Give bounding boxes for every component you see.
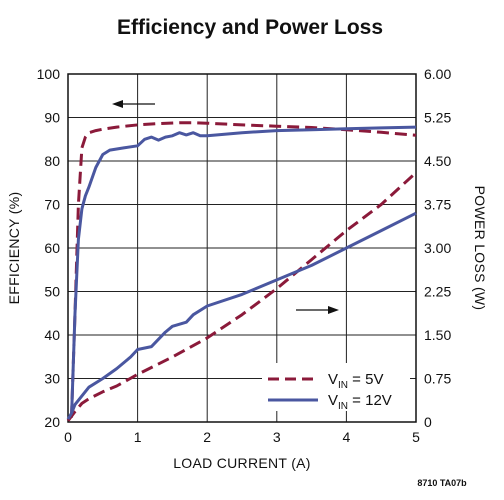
plot-frame xyxy=(67,73,417,423)
y-left-tick-label: 30 xyxy=(44,371,60,387)
y-right-tick-label: 0 xyxy=(424,414,432,430)
y-right-tick-label: 6.00 xyxy=(424,66,451,82)
x-tick-label: 2 xyxy=(203,429,211,445)
y-left-tick-label: 80 xyxy=(44,153,60,169)
y-left-tick-label: 100 xyxy=(37,66,61,82)
y-left-tick-label: 60 xyxy=(44,240,60,256)
power-loss-series-line-5v xyxy=(66,171,418,422)
power-loss-series-line-12v xyxy=(66,211,417,420)
x-tick-label: 1 xyxy=(134,429,142,445)
legend-entry-12v: VIN = 12V xyxy=(328,392,392,412)
chart-title: Efficiency and Power Loss xyxy=(117,16,383,39)
legend: VIN = 5V VIN = 12V xyxy=(262,363,410,412)
y-left-tick-label: 20 xyxy=(44,414,60,430)
y-right-tick-label: 1.50 xyxy=(424,327,451,343)
y-right-tick-label: 4.50 xyxy=(424,153,451,169)
y-axis-left-label: EFFICIENCY (%) xyxy=(6,192,22,305)
y-axis-right-label: POWER LOSS (W) xyxy=(472,186,488,311)
y-left-tick-label: 40 xyxy=(44,327,60,343)
x-tick-label: 0 xyxy=(64,429,72,445)
series-layer xyxy=(66,121,418,422)
y-left-tick-label: 50 xyxy=(44,284,60,300)
figure-code: 8710 TA07b xyxy=(417,478,467,488)
legend-box xyxy=(262,363,410,411)
arrow-right-axis xyxy=(296,306,339,314)
x-axis-label: LOAD CURRENT (A) xyxy=(173,455,311,471)
y-right-tick-label: 2.25 xyxy=(424,284,451,300)
x-tick-label: 3 xyxy=(273,429,281,445)
arrow-left-axis xyxy=(112,100,155,108)
legend-entry-5v: VIN = 5V xyxy=(328,371,383,391)
y-right-tick-label: 3.75 xyxy=(424,197,451,213)
y-right-tick-label: 0.75 xyxy=(424,371,451,387)
efficiency-series-line-12v xyxy=(70,125,417,418)
efficiency-series-line-5v xyxy=(70,121,417,418)
y-right-tick-label: 3.00 xyxy=(424,240,451,256)
y-right-tick-label: 5.25 xyxy=(424,110,451,126)
x-tick-label: 4 xyxy=(343,429,351,445)
x-tick-label: 5 xyxy=(412,429,420,445)
y-left-tick-label: 70 xyxy=(44,197,60,213)
y-left-tick-label: 90 xyxy=(44,110,60,126)
